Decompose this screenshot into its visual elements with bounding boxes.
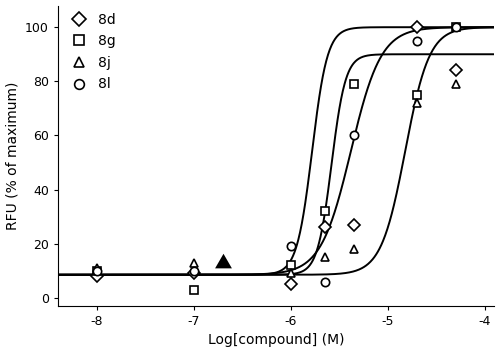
8l [191, 269, 197, 273]
Line: 8d: 8d [92, 23, 460, 288]
8j [351, 247, 357, 251]
8d [94, 274, 100, 278]
8l [94, 269, 100, 273]
8d [191, 271, 197, 275]
8d [351, 223, 357, 227]
8j [452, 82, 458, 86]
Line: 8j: 8j [92, 80, 460, 277]
8d [288, 282, 294, 286]
8g [191, 287, 197, 292]
8j [414, 101, 420, 105]
8g [452, 25, 458, 29]
8l [414, 38, 420, 43]
8d [414, 25, 420, 29]
8d [452, 68, 458, 73]
Line: 8g: 8g [92, 23, 460, 294]
Line: 8l: 8l [92, 23, 460, 286]
8g [322, 209, 328, 213]
8l [288, 244, 294, 249]
8g [351, 82, 357, 86]
X-axis label: Log[compound] (M): Log[compound] (M) [208, 334, 344, 347]
8j [322, 255, 328, 259]
8j [94, 266, 100, 270]
8d [322, 225, 328, 229]
8j [288, 271, 294, 275]
8j [191, 261, 197, 265]
Y-axis label: RFU (% of maximum): RFU (% of maximum) [6, 82, 20, 230]
8g [288, 263, 294, 267]
Legend: 8d, 8g, 8j, 8l: 8d, 8g, 8j, 8l [62, 10, 119, 94]
8l [452, 25, 458, 29]
8g [94, 269, 100, 273]
8l [322, 279, 328, 283]
8l [351, 133, 357, 138]
8g [414, 93, 420, 97]
